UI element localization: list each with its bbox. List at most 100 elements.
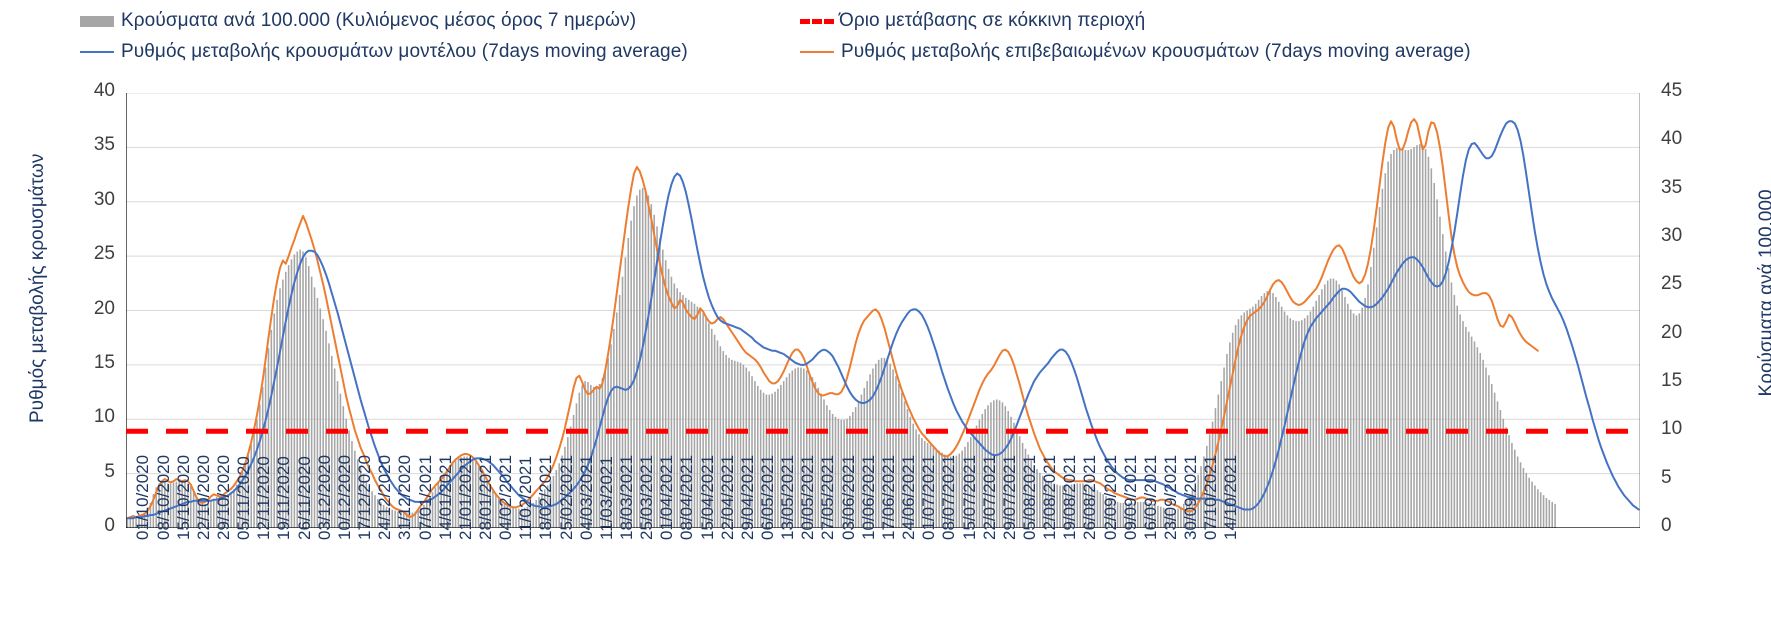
y-tick-label-right: 20 (1661, 321, 1683, 343)
bar (713, 334, 716, 528)
legend-item-confirmed-rate[interactable]: Ρυθμός μεταβολής επιβεβαιωμένων κρουσμάτ… (800, 41, 1471, 63)
bar (290, 259, 293, 528)
bar (302, 251, 304, 528)
x-tick-label: 22/10/2020 (193, 454, 213, 540)
y-tick-label-right: 5 (1661, 466, 1672, 488)
bar (1462, 321, 1464, 528)
bar (394, 510, 396, 528)
bar (621, 276, 624, 528)
bar (1021, 442, 1024, 528)
bar (497, 497, 500, 528)
x-tick-label: 29/04/2021 (737, 454, 757, 540)
legend-item-model-rate[interactable]: Ρυθμός μεταβολής κρουσμάτων μοντέλου (7d… (80, 41, 688, 63)
bar (664, 260, 667, 528)
bar (739, 362, 742, 528)
dashed-line-swatch-icon (800, 18, 834, 24)
bar (768, 394, 771, 528)
bar (1303, 318, 1306, 528)
bar (1456, 305, 1459, 528)
bar (1289, 318, 1292, 528)
bar (1404, 150, 1407, 528)
bar (716, 340, 719, 528)
bar (555, 470, 558, 528)
bar (702, 313, 704, 528)
bar (1548, 499, 1551, 528)
bar (1090, 486, 1093, 528)
x-tick-label: 08/07/2021 (939, 454, 959, 540)
bar (443, 472, 445, 528)
bar (523, 507, 526, 528)
bar (1410, 149, 1412, 528)
bar (995, 399, 998, 528)
bar (1076, 483, 1079, 528)
bar (875, 363, 877, 528)
bar (742, 364, 745, 528)
bar (1243, 312, 1246, 528)
bar (869, 374, 871, 528)
bar (512, 507, 514, 528)
bar (362, 473, 365, 528)
bar (803, 368, 805, 528)
bar (423, 504, 425, 528)
bar (259, 404, 261, 528)
bar (354, 450, 356, 528)
bar (731, 359, 733, 528)
bar (1364, 297, 1366, 528)
bar (1398, 148, 1401, 528)
bar (1470, 336, 1473, 528)
bar (1318, 295, 1320, 528)
bar (1275, 296, 1277, 528)
bar (699, 309, 702, 528)
x-tick-label: 24/12/2020 (375, 454, 395, 540)
bar (1511, 442, 1513, 528)
bar (132, 516, 134, 528)
bar (1324, 284, 1326, 528)
bar (1375, 227, 1378, 528)
bar (1211, 421, 1214, 528)
bar (210, 500, 212, 528)
bar (1516, 456, 1519, 528)
bar (230, 492, 232, 528)
bar (526, 506, 529, 528)
bar (984, 409, 986, 528)
legend-label: Όριο μετάβασης σε κόκκινη περιοχή (839, 10, 1146, 31)
bar (1145, 501, 1148, 528)
x-tick-label: 26/11/2020 (294, 456, 314, 540)
bar (1430, 168, 1433, 528)
bar (532, 502, 535, 528)
bar (129, 517, 132, 528)
bar (299, 249, 301, 528)
bar (1125, 502, 1128, 528)
bar (1174, 509, 1176, 528)
bar (184, 481, 186, 528)
bar (705, 318, 707, 528)
bar (932, 446, 935, 528)
bar (1093, 488, 1096, 528)
bar (503, 502, 506, 528)
bar (408, 512, 411, 528)
y-tick-label-left: 40 (93, 80, 115, 101)
bar (1482, 359, 1484, 528)
bar (509, 506, 512, 528)
bar (1390, 153, 1392, 528)
legend-item-cases-per-100k[interactable]: Κρούσματα ανά 100.000 (Κυλιόμενος μέσος … (80, 10, 636, 32)
x-tick-label: 31/12/2020 (395, 454, 415, 540)
bar (900, 392, 903, 528)
legend-label: Κρούσματα ανά 100.000 (Κυλιόμενος μέσος … (121, 10, 637, 31)
y-axis-title-left: Ρυθμός μεταβολής κρουσμάτων (27, 153, 48, 423)
bar (923, 441, 926, 528)
bar (1459, 314, 1461, 528)
x-tick-label: 07/10/2021 (1201, 454, 1221, 540)
y-tick-label-left: 35 (93, 134, 115, 156)
bar (1194, 482, 1197, 528)
bar (1001, 402, 1004, 528)
x-tick-label: 09/09/2021 (1120, 454, 1140, 540)
legend-item-red-zone-threshold[interactable]: Όριο μετάβασης σε κόκκινη περιοχή (800, 10, 1145, 32)
bar (192, 492, 195, 528)
bar (1335, 280, 1338, 528)
bar (794, 368, 796, 528)
bar (949, 456, 952, 528)
bar (1413, 147, 1415, 528)
bar (805, 370, 808, 528)
bar (653, 214, 655, 528)
